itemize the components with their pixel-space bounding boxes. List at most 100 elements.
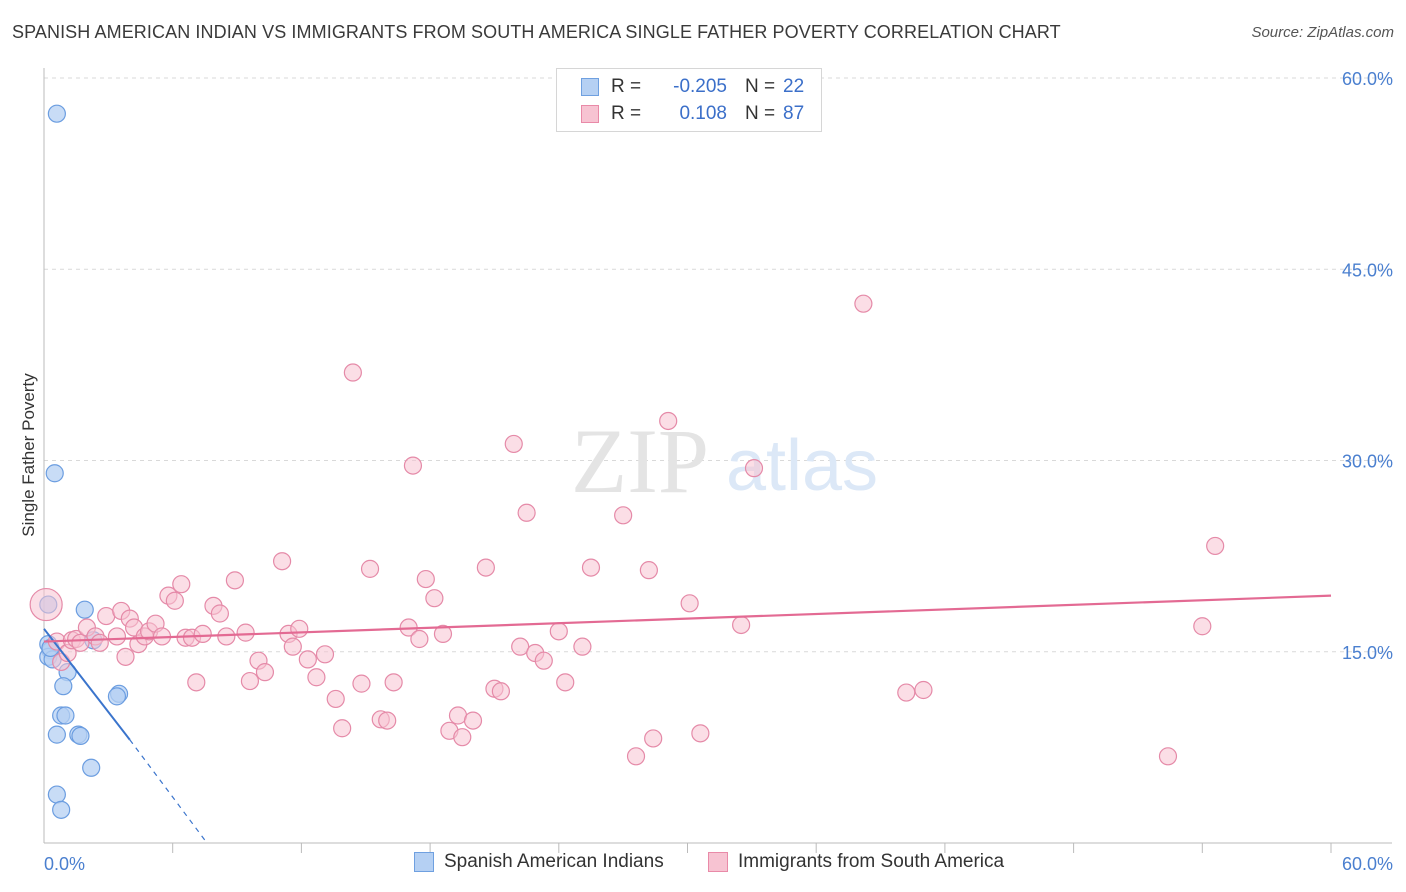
point-immigrant-south-america: [97, 606, 116, 626]
bottom-legend-swatch-pink: [708, 852, 728, 872]
point-immigrant-south-america: [453, 728, 472, 747]
watermark-zip: ZIP: [571, 410, 709, 512]
point-immigrant-south-america: [691, 724, 710, 743]
point-spanish-american-indian: [47, 104, 66, 123]
x-tick-label-max: 60.0%: [1342, 854, 1393, 874]
legend-n-label: N =: [745, 76, 776, 97]
legend-swatch-blue: [581, 78, 599, 96]
point-immigrant-south-america: [614, 506, 633, 525]
legend-n-value: 87: [783, 103, 805, 124]
point-spanish-american-indian: [52, 800, 71, 819]
point-immigrant-south-america: [255, 663, 275, 682]
point-immigrant-south-america: [511, 637, 530, 656]
point-immigrant-south-america: [107, 627, 127, 646]
point-spanish-american-indian: [82, 758, 101, 777]
point-immigrant-south-america: [549, 622, 568, 641]
point-immigrant-south-america: [463, 711, 483, 730]
point-immigrant-south-america: [433, 624, 453, 644]
point-immigrant-south-america: [534, 651, 553, 670]
point-immigrant-south-america: [225, 571, 245, 590]
legend-r-label: R =: [611, 103, 642, 124]
point-immigrant-south-america: [476, 558, 495, 577]
point-immigrant-south-america: [1158, 747, 1178, 766]
point-spanish-american-indian: [75, 600, 94, 619]
point-immigrant-south-america: [1193, 617, 1212, 636]
point-immigrant-south-america: [854, 294, 873, 313]
point-immigrant-south-america: [504, 434, 523, 454]
point-immigrant-south-america: [384, 673, 403, 692]
y-tick-label: 15.0%: [1342, 643, 1393, 663]
point-immigrant-south-america: [343, 363, 362, 382]
point-immigrant-south-america: [644, 729, 663, 748]
legend-r-value: -0.205: [673, 76, 727, 97]
point-spanish-american-indian: [107, 687, 127, 706]
legend-row-pink: R = 0.108 N = 87: [581, 101, 804, 127]
y-tick-label: 30.0%: [1342, 452, 1393, 472]
point-immigrant-south-america: [425, 589, 444, 608]
legend-r-value: 0.108: [679, 103, 727, 124]
legend-row-blue: R = -0.205 N = 22: [581, 74, 804, 100]
bottom-legend-swatch-blue: [414, 852, 434, 872]
point-immigrant-south-america: [315, 645, 335, 664]
point-immigrant-south-america: [283, 637, 302, 656]
y-tick-label: 60.0%: [1342, 69, 1393, 89]
point-immigrant-south-america: [217, 627, 236, 646]
point-immigrant-south-america: [680, 594, 699, 613]
point-immigrant-south-america: [172, 575, 191, 594]
trend-line-blue-extension: [129, 739, 208, 844]
point-immigrant-south-america: [491, 682, 510, 701]
chart-title: SPANISH AMERICAN INDIAN VS IMMIGRANTS FR…: [12, 22, 1061, 42]
legend-n-label: N =: [745, 103, 776, 124]
point-immigrant-south-america: [517, 503, 536, 522]
point-immigrant-south-america: [378, 711, 397, 730]
point-immigrant-south-america: [298, 650, 317, 669]
y-tick-label: 45.0%: [1342, 260, 1393, 280]
point-immigrant-south-america: [326, 689, 345, 709]
point-immigrant-south-america: [410, 629, 429, 649]
x-tick-label-min: 0.0%: [44, 854, 85, 874]
point-immigrant-south-america: [744, 459, 764, 478]
point-spanish-american-indian: [45, 464, 64, 483]
point-spanish-american-indian: [54, 677, 73, 696]
legend-n-value: 22: [783, 76, 805, 97]
point-immigrant-south-america: [71, 633, 90, 652]
bottom-legend-label-blue: Spanish American Indians: [444, 851, 664, 872]
legend-swatch-pink: [581, 105, 599, 123]
point-spanish-american-indian: [56, 706, 75, 725]
point-spanish-american-indian: [47, 725, 66, 744]
point-immigrant-south-america: [240, 671, 260, 691]
point-immigrant-south-america: [352, 674, 371, 693]
point-immigrant-south-america: [29, 587, 63, 622]
point-immigrant-south-america: [210, 604, 229, 623]
point-immigrant-south-america: [193, 624, 212, 644]
point-spanish-american-indian: [71, 726, 90, 746]
source-credit: Source: ZipAtlas.com: [1251, 24, 1394, 41]
point-immigrant-south-america: [732, 615, 751, 635]
bottom-legend-item-pink: Immigrants from South America: [708, 851, 1004, 873]
point-immigrant-south-america: [416, 569, 435, 589]
trend-line-blue: [43, 628, 131, 741]
point-immigrant-south-america: [403, 456, 423, 475]
legend-r-label: R =: [611, 76, 642, 97]
bottom-legend-label-pink: Immigrants from South America: [738, 851, 1005, 872]
correlation-legend: R = -0.205 N = 22 R = 0.108 N = 87: [556, 68, 822, 132]
point-immigrant-south-america: [187, 673, 206, 692]
point-immigrant-south-america: [116, 647, 135, 666]
point-immigrant-south-america: [639, 561, 658, 580]
point-immigrant-south-america: [236, 623, 255, 642]
point-spanish-american-indian: [47, 785, 66, 804]
point-immigrant-south-america: [448, 706, 468, 725]
point-immigrant-south-america: [556, 673, 575, 692]
point-immigrant-south-america: [914, 680, 933, 700]
point-immigrant-south-america: [165, 591, 184, 610]
point-immigrant-south-america: [272, 552, 292, 571]
trend-line-pink: [43, 594, 1332, 643]
point-immigrant-south-america: [897, 683, 916, 702]
point-immigrant-south-america: [333, 719, 352, 738]
point-immigrant-south-america: [290, 619, 309, 638]
point-immigrant-south-america: [90, 633, 109, 652]
point-immigrant-south-america: [659, 411, 678, 431]
point-immigrant-south-america: [573, 637, 592, 656]
y-axis-title: Single Father Poverty: [19, 373, 38, 537]
